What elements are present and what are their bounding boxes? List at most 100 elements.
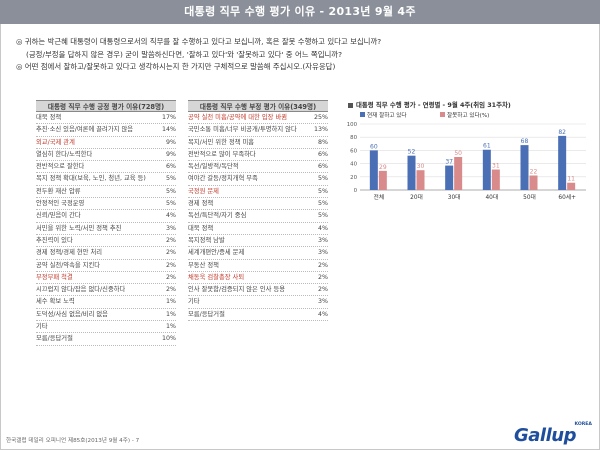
- reason-label: 독선/일방적/독단적: [188, 163, 239, 171]
- reason-percent: 14%: [162, 126, 176, 134]
- x-tick-label: 20대: [410, 193, 423, 201]
- reason-label: 도덕성/사심 없음/비리 없음: [36, 310, 108, 318]
- bar: [407, 155, 416, 190]
- y-tick-label: 20: [350, 175, 357, 181]
- reason-percent: 2%: [318, 286, 328, 294]
- reason-percent: 3%: [318, 298, 328, 306]
- bar-value-label: 31: [492, 163, 500, 170]
- reason-label: 서민을 위한 노력/서민 정책 추진: [36, 224, 122, 232]
- x-tick-label: 전체: [373, 193, 384, 201]
- reason-percent: 6%: [166, 163, 176, 171]
- reason-label: 부정부패 척결: [36, 273, 73, 281]
- reason-percent: 2%: [318, 261, 328, 269]
- bar: [378, 170, 387, 190]
- chart-title-wrap: 대통령 직무 수행 평가 - 연령별 - 9월 4주(취임 31주차): [348, 100, 511, 109]
- reason-percent: 6%: [318, 163, 328, 171]
- table-row: 대북 정책 17%: [36, 112, 176, 125]
- table-row: 신뢰/믿음이 간다 4%: [36, 210, 176, 223]
- reason-percent: 4%: [166, 212, 176, 220]
- x-tick-label: 50대: [523, 193, 536, 201]
- reason-percent: 3%: [318, 249, 328, 257]
- reason-label: 공약 실천/약속을 지킨다: [36, 261, 101, 269]
- table-row: 도덕성/사심 없음/비리 없음 1%: [36, 309, 176, 322]
- page-header: 대통령 직무 수행 평가 이유 - 2013년 9월 4주: [0, 0, 600, 24]
- bar: [520, 145, 529, 190]
- table-row: 여야간 갈등/정치개혁 부족 5%: [188, 173, 328, 186]
- table-row: 서민을 위한 노력/서민 정책 추진 3%: [36, 223, 176, 235]
- table-row: 세계개편안/증세 문제 3%: [188, 247, 328, 260]
- reason-percent: 5%: [318, 200, 328, 208]
- reason-percent: 2%: [166, 273, 176, 281]
- reason-label: 전두환 재산 압류: [36, 187, 81, 195]
- reason-percent: 2%: [318, 273, 328, 281]
- x-tick-label: 40대: [485, 193, 498, 201]
- reason-percent: 5%: [166, 175, 176, 183]
- reason-percent: 4%: [318, 224, 328, 232]
- table-row: 추진·소신 있음/여론에 끌려가지 않음 14%: [36, 124, 176, 137]
- reason-percent: 5%: [166, 200, 176, 208]
- table-row: 독선/일방적/독단적 6%: [188, 161, 328, 174]
- positive-table-rows: 대북 정책 17% 추진·소신 있음/여론에 끌려가지 않음 14% 외교/국제 관계 9…: [36, 112, 176, 346]
- reason-label: 독선/특단적/자기 중심: [188, 212, 247, 220]
- reason-percent: 4%: [318, 310, 328, 318]
- reason-label: 국정원 문제: [188, 187, 219, 195]
- table-row: 독선/특단적/자기 중심 5%: [188, 210, 328, 223]
- reason-label: 세수 확보 노력: [36, 298, 75, 306]
- reason-percent: 5%: [318, 175, 328, 183]
- reason-percent: 5%: [166, 187, 176, 195]
- bar-value-label: 30: [417, 163, 425, 170]
- bar: [454, 157, 463, 190]
- bar: [369, 150, 378, 190]
- bar-value-label: 22: [530, 168, 538, 175]
- table-row: 안정적인 국정운영 5%: [36, 198, 176, 211]
- reason-label: 열심히 한다/노력한다: [36, 150, 93, 158]
- reason-percent: 2%: [166, 249, 176, 257]
- reason-label: 모름/응답거절: [188, 310, 225, 318]
- y-tick-label: 100: [347, 122, 358, 128]
- reason-label: 경제 정책: [188, 200, 214, 208]
- bar: [529, 175, 538, 190]
- table-row: 전반적으로 잘한다 6%: [36, 161, 176, 174]
- gallup-logo: KOREA Gallup: [514, 420, 594, 446]
- bar-value-label: 50: [454, 150, 462, 157]
- bar: [445, 165, 454, 190]
- table-row: 시끄럽지 않다/잡음 없다/신중하다 2%: [36, 284, 176, 297]
- reason-label: 국민소통 미흡/너무 비공개/투명하지 않다: [188, 126, 297, 134]
- table-row: 대북 정책 4%: [188, 223, 328, 235]
- negative-table-header: 대통령 직무 수행 부정 평가 이유(349명): [188, 100, 328, 112]
- reason-label: 안정적인 국정운영: [36, 200, 85, 208]
- table-row: 모름/응답거절 4%: [188, 309, 328, 322]
- y-tick-label: 80: [350, 135, 357, 141]
- logo-gallup-text: Gallup: [514, 425, 576, 446]
- y-tick-label: 60: [350, 148, 357, 154]
- reason-label: 여야간 갈등/정치개혁 부족: [188, 175, 258, 183]
- logo-korea-text: KOREA: [574, 422, 593, 427]
- bar-value-label: 11: [567, 176, 575, 183]
- reason-percent: 2%: [166, 286, 176, 294]
- table-row: 부동산 정책 2%: [188, 260, 328, 272]
- reason-percent: 5%: [318, 212, 328, 220]
- reason-percent: 9%: [166, 138, 176, 146]
- legend-swatch: [360, 112, 365, 117]
- table-row: 외교/국제 관계 9%: [36, 137, 176, 149]
- reason-label: 공약 실천 미흡/공약에 대한 입장 바뀜: [188, 114, 288, 121]
- table-row: 복지/서민 위한 정책 미흡 8%: [188, 137, 328, 149]
- reason-percent: 13%: [314, 126, 328, 134]
- table-row: 복지정책 남발 3%: [188, 235, 328, 248]
- x-tick-label: 30대: [448, 193, 461, 201]
- reason-label: 추진·소신 있음/여론에 끌려가지 않음: [36, 126, 134, 134]
- table-row: 전두환 재산 압류 5%: [36, 186, 176, 199]
- bar-value-label: 61: [483, 143, 491, 150]
- bar: [416, 170, 425, 190]
- legend-swatch: [440, 112, 445, 117]
- bar: [558, 135, 567, 190]
- reason-label: 전반적으로 잘한다: [36, 163, 85, 171]
- reason-percent: 17%: [162, 114, 176, 121]
- chart-title: 대통령 직무 수행 평가 - 연령별 - 9월 4주(취임 31주차): [356, 101, 511, 109]
- bar: [567, 182, 576, 190]
- reason-percent: 3%: [318, 236, 328, 244]
- reason-label: 복지정책 남발: [188, 236, 225, 244]
- reason-label: 기타: [188, 298, 200, 306]
- reason-percent: 9%: [166, 150, 176, 158]
- reason-label: 채동욱 검찰총장 사퇴: [188, 273, 245, 281]
